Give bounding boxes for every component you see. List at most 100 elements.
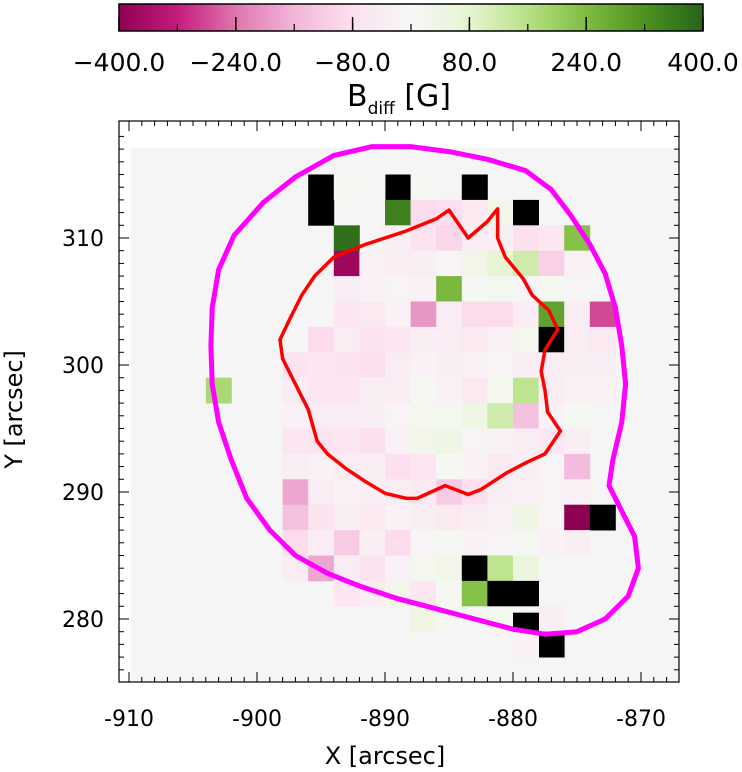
heatmap-cell: [436, 453, 463, 480]
contours: [208, 144, 641, 637]
heatmap-cell: [359, 276, 386, 302]
heatmap-cell: [333, 352, 360, 379]
heatmap-cell: [308, 504, 335, 531]
heatmap-cell: [410, 250, 437, 277]
heatmap-cell: [513, 326, 539, 353]
heatmap-cell: [359, 504, 386, 531]
heatmap-cell: [564, 326, 591, 353]
heatmap-cell: [461, 377, 488, 404]
heatmap-cell: [589, 504, 616, 531]
heatmap-cell: [282, 403, 309, 429]
heatmap-cell: [487, 580, 514, 607]
heatmap-cell: [359, 428, 386, 455]
heatmap-cell: [513, 479, 539, 506]
heatmap-cell: [333, 276, 360, 302]
heatmap-cell: [359, 174, 386, 201]
heatmap-cell: [308, 377, 335, 404]
heatmap-cell: [410, 301, 437, 328]
heatmap-cell: [564, 403, 591, 429]
heatmap-cell: [564, 453, 591, 480]
heatmap-cell: [513, 631, 539, 658]
heatmap-cell: [436, 301, 463, 328]
heatmap-cell: [461, 174, 488, 201]
heatmap-cell: [359, 326, 386, 353]
heatmap-cell: [461, 276, 488, 302]
heatmap-cell: [564, 504, 591, 531]
heatmap-cell: [538, 530, 565, 556]
heatmap-cell: [513, 428, 539, 455]
heatmap-cell: [385, 530, 411, 556]
heatmap-cell: [564, 250, 591, 277]
heatmap-cell: [538, 250, 565, 277]
x-tick-label: -870: [616, 707, 666, 732]
heatmap-cell: [461, 199, 488, 226]
heatmap-cell: [436, 326, 463, 353]
heatmap-cell: [589, 326, 616, 353]
heatmap-cell: [410, 530, 437, 556]
heatmap-cell: [410, 225, 437, 252]
heatmap-cell: [410, 403, 437, 429]
heatmap-cell: [308, 479, 335, 506]
heatmap-cell: [410, 326, 437, 353]
heatmap-cell: [308, 453, 335, 480]
heatmap-cell: [385, 504, 411, 531]
heatmap-cell: [282, 530, 309, 556]
heatmap-cell: [487, 504, 514, 531]
heatmap-cell: [538, 225, 565, 252]
heatmap-cell: [333, 403, 360, 429]
heatmap-cell: [487, 403, 514, 429]
heatmap-cell: [461, 555, 488, 582]
heatmap-cell: [385, 479, 411, 506]
heatmap-cell: [436, 580, 463, 607]
heatmap-cell: [461, 301, 488, 328]
heatmap-cell: [513, 504, 539, 531]
heatmap-cell: [410, 555, 437, 582]
heatmap-cell: [538, 606, 565, 633]
heatmap-cell: [513, 377, 539, 404]
heatmap-cell: [513, 301, 539, 328]
heatmap-cell: [461, 225, 488, 252]
heatmap-cell: [589, 352, 616, 379]
heatmap-cell: [589, 301, 616, 328]
y-axis-ticks: 280 290 300 310: [62, 135, 679, 671]
heatmap-cell: [410, 352, 437, 379]
heatmap-cell: [359, 530, 386, 556]
heatmap-cell: [487, 530, 514, 556]
heatmap-cell: [461, 326, 488, 353]
contour-inner: [278, 207, 563, 501]
heatmap-cell: [487, 199, 514, 226]
heatmap-cell: [359, 301, 386, 328]
heatmap-cell: [461, 352, 488, 379]
heatmap-cell: [538, 479, 565, 506]
y-tick-label: 290: [62, 481, 104, 506]
x-axis-label: X [arcsec]: [325, 742, 446, 770]
heatmap-cell: [385, 301, 411, 328]
heatmap-cell: [436, 225, 463, 252]
heatmap-cell: [436, 276, 463, 302]
heatmap-cells: [205, 174, 616, 658]
y-tick-label: 310: [62, 227, 104, 252]
contour-outer: [208, 144, 641, 637]
heatmap-cell: [461, 403, 488, 429]
heatmap-cell: [410, 174, 437, 201]
x-tick-label: -910: [104, 707, 154, 732]
heatmap-cell: [436, 377, 463, 404]
heatmap-cell: [487, 352, 514, 379]
heatmap-cell: [385, 250, 411, 277]
heatmap-cell: [436, 352, 463, 379]
heatmap-cell: [564, 301, 591, 328]
heatmap-cell: [513, 580, 539, 607]
heatmap-cell: [487, 326, 514, 353]
heatmap-cell: [461, 530, 488, 556]
heatmap-cell: [308, 352, 335, 379]
heatmap-cell: [589, 377, 616, 404]
colorbar-tick-label: 240.0: [550, 48, 622, 77]
heatmap-cell: [564, 530, 591, 556]
heatmap-cell: [359, 250, 386, 277]
heatmap-cell: [513, 225, 539, 252]
heatmap-cell: [487, 428, 514, 455]
colorbar: −400.0 −240.0 −80.0 80.0 240.0 400.0 Bdiff [G…: [73, 3, 739, 119]
heatmap-cell: [513, 199, 539, 226]
heatmap-cell: [282, 504, 309, 531]
